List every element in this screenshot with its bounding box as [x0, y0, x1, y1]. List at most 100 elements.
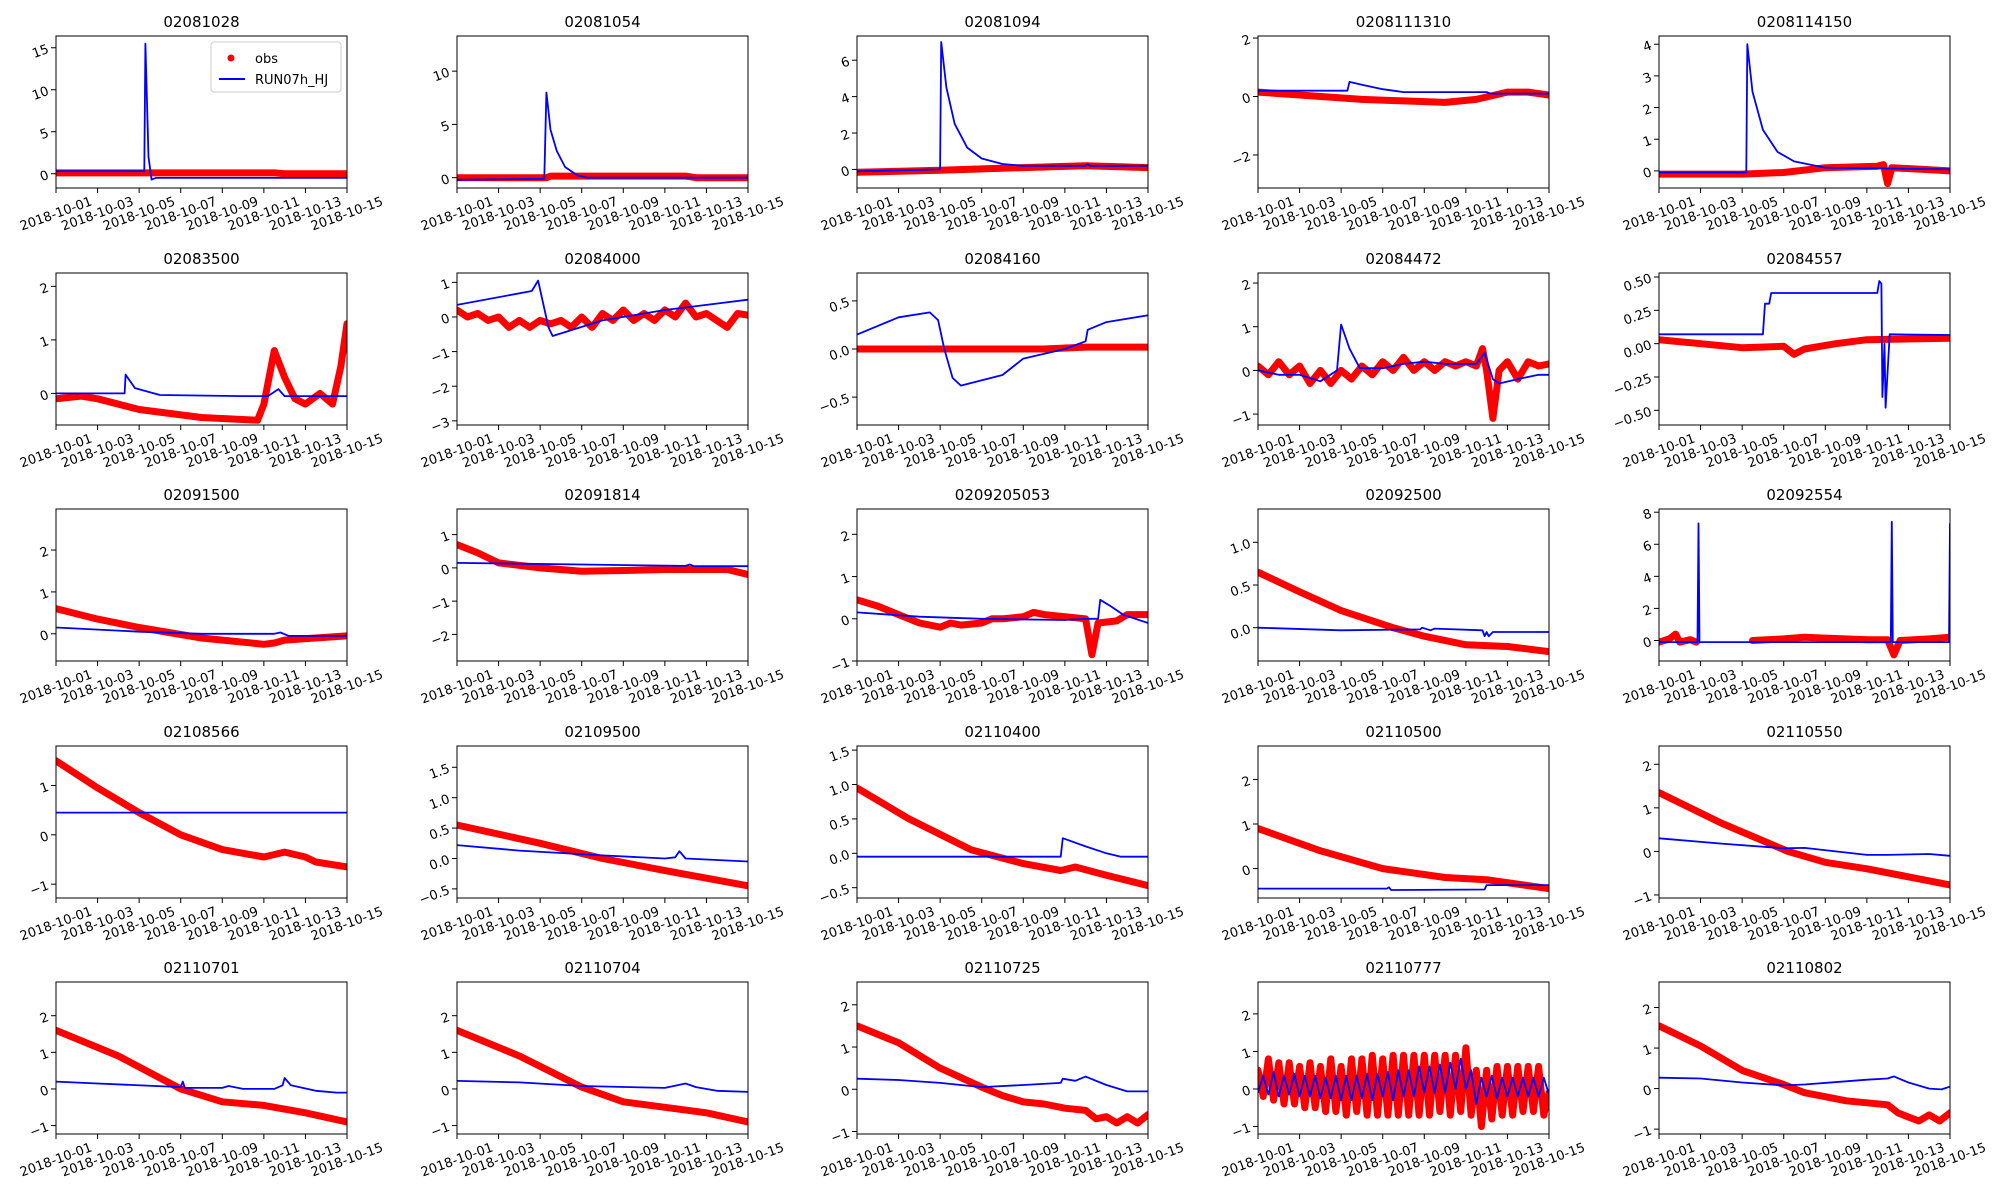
- axes-frame: [456, 272, 749, 426]
- y-tick-label: 2: [1240, 32, 1253, 49]
- y-tick-label: 0: [1641, 165, 1654, 182]
- subplot-title: 02081054: [564, 13, 640, 31]
- y-tick-label: 2: [38, 544, 51, 561]
- y-tick-label: 1.5: [428, 762, 453, 783]
- model-series-run07h-hj: [857, 1075, 1148, 1093]
- y-tick-label: 1: [1240, 321, 1253, 338]
- subplot: 021095002018-10-012018-10-032018-10-0520…: [417, 723, 786, 944]
- obs-series: [1258, 1044, 1549, 1130]
- y-tick-label: 4: [839, 91, 852, 108]
- y-tick-label: −1: [429, 346, 452, 367]
- plot-area: [1258, 825, 1549, 893]
- plot-area: [56, 42, 347, 181]
- axes-frame: [1257, 35, 1550, 189]
- model-series-run07h-hj: [1258, 626, 1549, 638]
- y-tick-label: 1.0: [428, 792, 453, 813]
- subplot-grid: 020810282018-10-012018-10-032018-10-0520…: [18, 13, 1988, 1180]
- axes-frame: [55, 272, 348, 426]
- y-tick-label: 10: [431, 66, 452, 86]
- y-tick-label: 0: [439, 1083, 452, 1100]
- y-tick-label: −0.5: [817, 882, 852, 907]
- subplot-title: 02110704: [564, 959, 640, 977]
- y-tick-label: 2: [1641, 1002, 1654, 1019]
- y-tick-label: 0: [839, 613, 852, 630]
- plot-area: [1258, 568, 1549, 656]
- obs-series: [857, 784, 1148, 890]
- y-tick-label: 0: [38, 388, 51, 405]
- plot-area: [56, 605, 347, 648]
- subplot: 021107042018-10-012018-10-032018-10-0520…: [419, 959, 786, 1180]
- y-tick-label: 0: [38, 168, 51, 185]
- y-tick-label: 2: [839, 999, 852, 1016]
- y-tick-label: 2: [38, 281, 51, 298]
- y-tick-label: 2: [839, 127, 852, 144]
- subplot-title: 02110802: [1766, 959, 1842, 977]
- y-tick-label: 0: [839, 164, 852, 181]
- obs-series: [857, 343, 1148, 353]
- subplot: 020915002018-10-012018-10-032018-10-0520…: [18, 486, 385, 707]
- model-series-run07h-hj: [1659, 43, 1950, 174]
- y-tick-label: 1.5: [828, 744, 853, 765]
- y-tick-label: 0: [439, 562, 452, 579]
- y-tick-label: 2: [1641, 603, 1654, 620]
- y-tick-label: 1: [439, 277, 452, 294]
- plot-area: [457, 279, 748, 337]
- y-tick-label: 6: [1641, 539, 1654, 556]
- obs-series: [457, 541, 748, 578]
- axes-frame: [55, 508, 348, 662]
- axes-frame: [55, 981, 348, 1135]
- y-tick-label: −1: [429, 1120, 452, 1141]
- subplot: 020925002018-10-012018-10-032018-10-0520…: [1220, 486, 1587, 707]
- y-tick-label: 4: [1641, 571, 1654, 588]
- axes-frame: [1658, 508, 1951, 662]
- y-tick-label: 0: [1240, 863, 1253, 880]
- model-series-run07h-hj: [457, 279, 748, 337]
- plot-area: [857, 311, 1148, 387]
- subplot-title: 02091500: [163, 486, 239, 504]
- y-tick-label: 0: [1641, 1083, 1654, 1100]
- y-tick-label: 0.50: [1622, 271, 1654, 295]
- y-tick-label: −1: [28, 879, 51, 900]
- subplot: 020810942018-10-012018-10-032018-10-0520…: [819, 13, 1186, 234]
- model-series-run07h-hj: [857, 598, 1148, 624]
- model-series-run07h-hj: [1258, 1058, 1549, 1105]
- y-tick-label: 2: [1641, 759, 1654, 776]
- y-tick-label: 1.0: [828, 779, 853, 800]
- subplot-title: 02084160: [964, 250, 1040, 268]
- subplot: 021107012018-10-012018-10-032018-10-0520…: [18, 959, 385, 1180]
- y-tick-label: −3: [429, 415, 452, 436]
- obs-series: [1659, 1022, 1950, 1125]
- y-tick-label: 1.0: [1229, 537, 1254, 558]
- y-tick-label: 0.0: [828, 343, 853, 364]
- y-tick-label: −0.5: [417, 883, 452, 908]
- y-tick-label: 2: [439, 1010, 452, 1027]
- axes-frame: [1257, 745, 1550, 899]
- obs-series: [857, 1022, 1148, 1127]
- subplot: 021104002018-10-012018-10-032018-10-0520…: [817, 723, 1186, 944]
- plot-area: [1659, 280, 1950, 409]
- subplot-title: 02092500: [1365, 486, 1441, 504]
- model-series-run07h-hj: [1659, 520, 1950, 643]
- y-tick-label: −1: [829, 655, 852, 676]
- legend: obs RUN07h_HJ: [210, 41, 342, 93]
- plot-area: [1659, 789, 1950, 889]
- model-series-run07h-hj: [1659, 1075, 1950, 1091]
- y-tick-label: 1: [38, 334, 51, 351]
- y-tick-label: 0: [1641, 635, 1654, 652]
- subplot-title: 02084557: [1766, 250, 1842, 268]
- y-tick-label: −2: [1230, 149, 1253, 170]
- plot-area: [857, 1022, 1148, 1127]
- y-tick-label: 2: [1641, 102, 1654, 119]
- subplot-title: 0208111310: [1356, 13, 1451, 31]
- model-series-run07h-hj: [56, 626, 347, 637]
- legend-model-label: RUN07h_HJ: [255, 73, 328, 88]
- subplot-title: 02110777: [1365, 959, 1441, 977]
- model-series-run07h-hj: [857, 837, 1148, 858]
- plot-area: [457, 1026, 748, 1126]
- obs-series: [1749, 633, 1950, 659]
- y-tick-label: 1: [439, 529, 452, 546]
- obs-series: [56, 169, 347, 178]
- y-tick-label: 2: [1240, 277, 1253, 294]
- model-series-run07h-hj: [1258, 81, 1549, 95]
